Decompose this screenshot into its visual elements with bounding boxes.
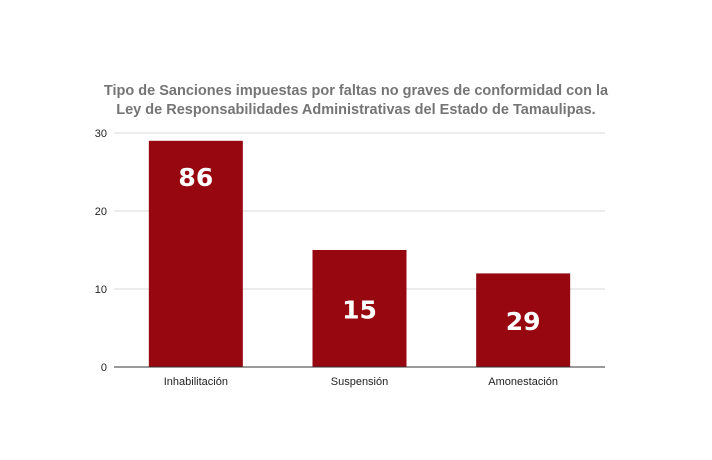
chart-title-line-2: Ley de Responsabilidades Administrativas…	[116, 102, 596, 118]
bar	[476, 273, 571, 367]
y-tick-label: 0	[101, 362, 107, 374]
data-label: 86	[178, 163, 213, 192]
y-tick-label: 10	[95, 284, 107, 296]
data-label: 15	[342, 296, 377, 325]
data-label: 29	[506, 307, 541, 336]
y-tick-label: 20	[95, 206, 107, 218]
x-tick-label: Inhabilitación	[164, 376, 228, 388]
y-tick-label: 30	[95, 128, 107, 140]
x-tick-label: Amonestación	[488, 376, 558, 388]
bar	[312, 250, 407, 367]
x-tick-label: Suspensión	[331, 376, 389, 388]
chart-title: Tipo de Sanciones impuestas por faltas n…	[0, 82, 712, 120]
bar	[148, 140, 243, 367]
chart-title-line-1: Tipo de Sanciones impuestas por faltas n…	[103, 83, 609, 99]
